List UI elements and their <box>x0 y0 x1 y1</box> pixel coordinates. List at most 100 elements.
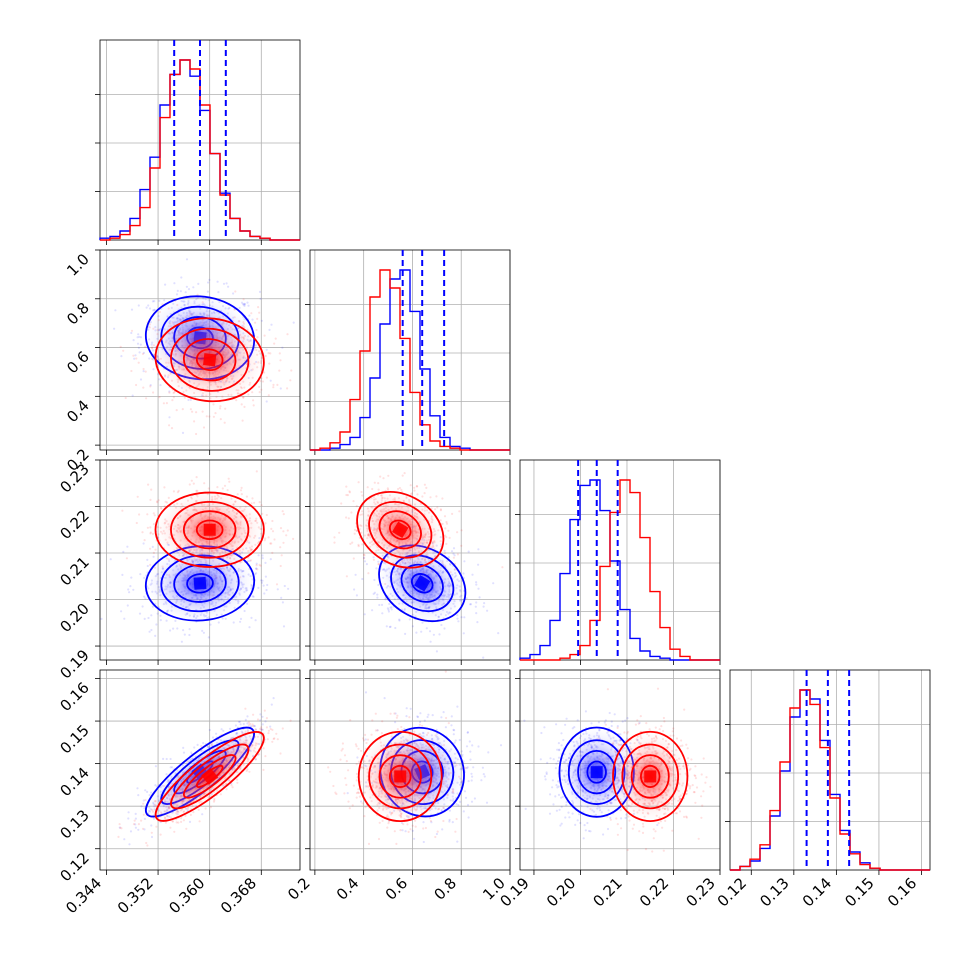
scatter-point <box>242 396 245 399</box>
scatter-point <box>403 472 406 475</box>
scatter-point <box>463 616 466 619</box>
scatter-point <box>243 302 246 305</box>
scatter-point <box>307 550 309 552</box>
scatter-point <box>144 789 147 792</box>
scatter-point <box>169 629 172 632</box>
scatter-point <box>142 799 145 802</box>
scatter-point <box>188 483 191 486</box>
scatter-point <box>245 495 248 498</box>
scatter-point <box>134 817 137 820</box>
scatter-point <box>282 541 285 544</box>
scatter-point <box>137 333 140 336</box>
scatter-point <box>247 304 250 307</box>
histogram-red <box>100 59 300 241</box>
scatter-point <box>340 502 343 505</box>
scatter-point <box>196 743 199 747</box>
scatter-point <box>447 529 450 532</box>
scatter-point <box>280 596 283 600</box>
scatter-point <box>182 746 185 750</box>
scatter-point <box>254 573 257 576</box>
scatter-point <box>445 520 448 524</box>
scatter-point <box>242 722 245 726</box>
scatter-point <box>416 493 419 496</box>
contour-red <box>368 500 433 559</box>
scatter-point <box>224 617 227 620</box>
scatter-point <box>269 725 272 728</box>
scatter-point <box>259 564 262 567</box>
scatter-point <box>135 357 138 360</box>
scatter-point <box>353 528 357 532</box>
scatter-point <box>202 741 205 745</box>
contour-red <box>378 510 422 550</box>
scatter-point <box>242 302 245 306</box>
scatter-point <box>276 383 279 386</box>
scatter-point <box>149 526 152 529</box>
scatter-point <box>475 612 478 615</box>
scatter-point <box>373 481 376 484</box>
scatter-point <box>267 394 270 397</box>
scatter-point <box>365 563 368 566</box>
scatter-point <box>465 597 468 600</box>
scatter-point <box>143 539 146 542</box>
scatter-point <box>153 309 156 312</box>
scatter-point <box>172 396 175 399</box>
scatter-point <box>153 300 156 303</box>
scatter-point <box>239 489 243 492</box>
scatter-point <box>272 383 275 386</box>
scatter-point <box>149 385 152 388</box>
scatter-point <box>137 304 140 307</box>
scatter-point <box>377 583 380 587</box>
scatter-point <box>264 720 267 723</box>
scatter-point <box>251 391 254 394</box>
scatter-point <box>152 368 155 371</box>
scatter-point <box>477 548 480 551</box>
scatter-point <box>266 583 269 587</box>
scatter-point <box>168 390 171 393</box>
scatter-point <box>176 491 179 494</box>
scatter-point <box>394 626 397 630</box>
scatter-point <box>128 591 131 594</box>
scatter-point <box>262 747 265 750</box>
scatter-point <box>130 331 133 335</box>
scatter-point <box>260 388 263 391</box>
scatter-panel-1-0 <box>95 249 301 455</box>
scatter-point <box>187 288 191 291</box>
scatter-point <box>347 517 350 520</box>
scatter-point <box>219 452 221 454</box>
scatter-point <box>265 376 268 379</box>
scatter-point <box>136 342 140 345</box>
scatter-point <box>486 609 489 612</box>
contour-red <box>195 348 224 372</box>
scatter-point <box>475 601 478 604</box>
scatter-point <box>250 616 253 620</box>
histogram-panel-2 <box>515 459 721 665</box>
scatter-point <box>240 403 243 406</box>
scatter-point <box>451 512 454 516</box>
scatter-point <box>267 732 270 735</box>
scatter-point <box>130 369 133 373</box>
scatter-point <box>193 746 196 749</box>
scatter-point <box>139 378 143 381</box>
scatter-point <box>137 346 140 349</box>
scatter-point <box>159 506 163 509</box>
scatter-point <box>432 633 435 636</box>
scatter-point <box>350 511 353 514</box>
scatter-point <box>444 527 447 530</box>
scatter-point <box>120 610 123 613</box>
scatter-point <box>248 314 251 317</box>
scatter-point <box>125 557 128 560</box>
scatter-point <box>460 616 463 619</box>
scatter-point <box>158 378 161 381</box>
scatter-point <box>260 579 263 582</box>
scatter-point <box>439 509 442 512</box>
scatter-point <box>249 722 252 726</box>
scatter-point <box>195 476 198 479</box>
scatter-point <box>137 361 140 364</box>
scatter-point <box>282 513 285 516</box>
scatter-point <box>478 596 481 599</box>
scatter-point <box>154 634 157 638</box>
scatter-point <box>252 595 255 598</box>
histogram-panel-0 <box>95 39 301 245</box>
scatter-point <box>286 387 289 390</box>
scatter-point <box>148 357 151 360</box>
